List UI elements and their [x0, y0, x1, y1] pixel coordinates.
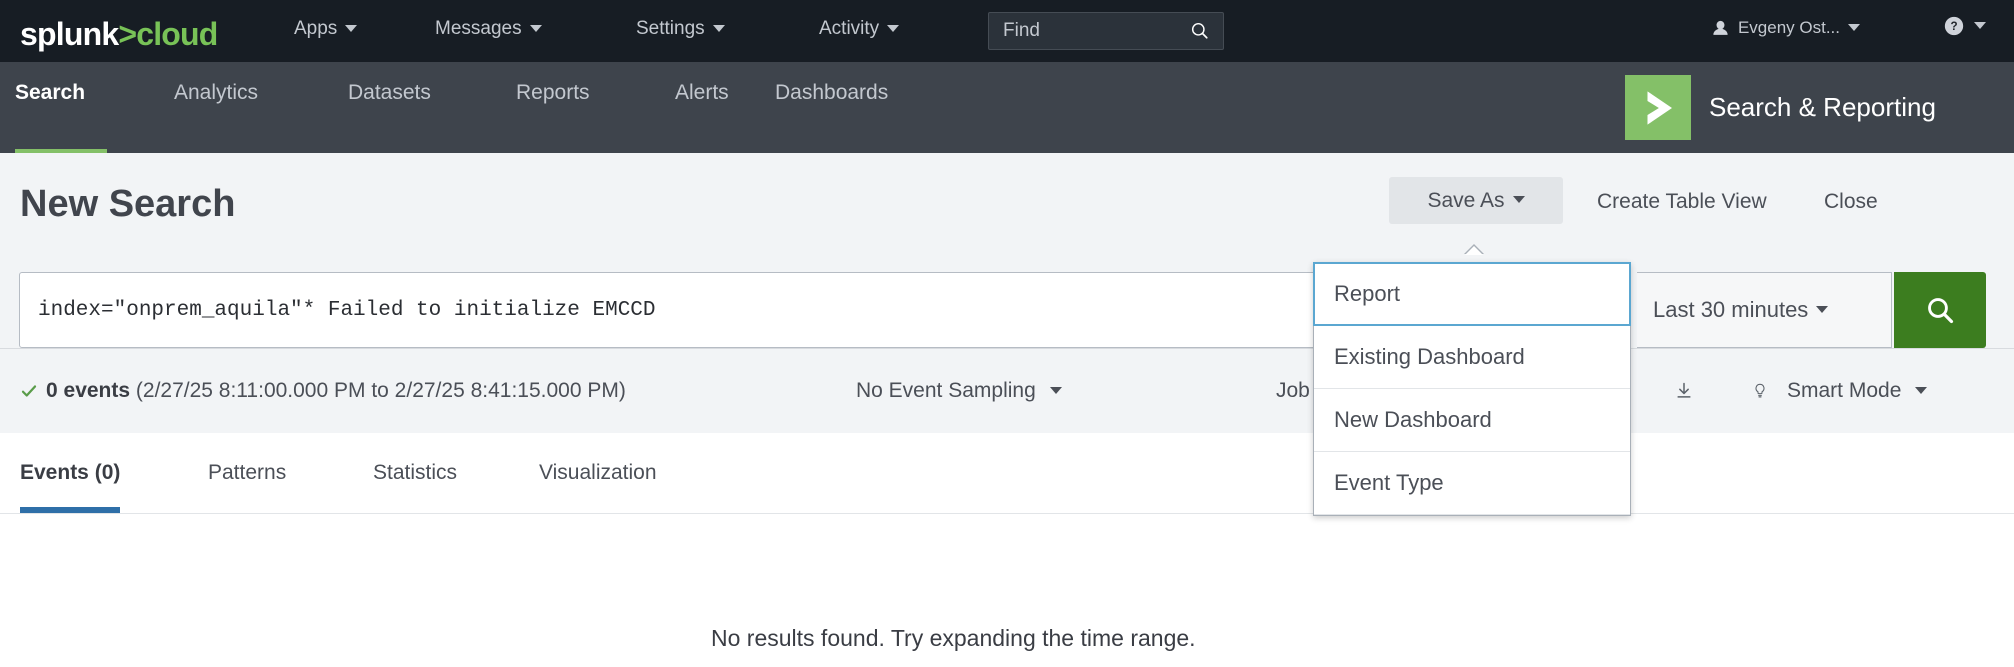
svg-text:?: ? — [1950, 20, 1957, 33]
